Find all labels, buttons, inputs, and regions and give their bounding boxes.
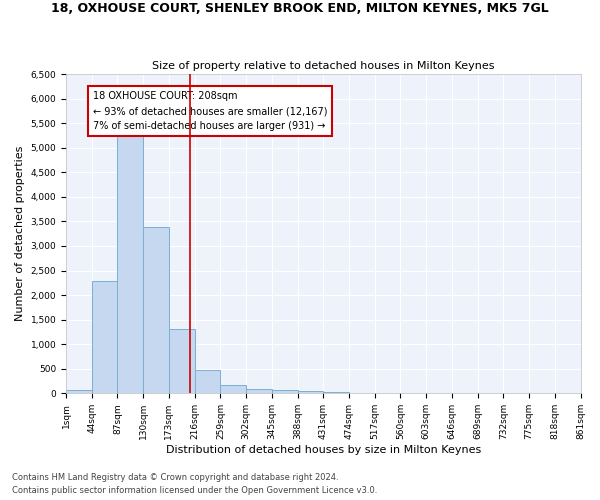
Bar bbox=[298, 392, 323, 394]
Title: Size of property relative to detached houses in Milton Keynes: Size of property relative to detached ho… bbox=[152, 60, 494, 70]
Text: 18, OXHOUSE COURT, SHENLEY BROOK END, MILTON KEYNES, MK5 7GL: 18, OXHOUSE COURT, SHENLEY BROOK END, MI… bbox=[51, 2, 549, 16]
Text: 18 OXHOUSE COURT: 208sqm
← 93% of detached houses are smaller (12,167)
7% of sem: 18 OXHOUSE COURT: 208sqm ← 93% of detach… bbox=[93, 91, 328, 131]
Bar bbox=[246, 389, 272, 394]
Y-axis label: Number of detached properties: Number of detached properties bbox=[15, 146, 25, 322]
Bar bbox=[169, 328, 194, 394]
Bar bbox=[66, 390, 92, 394]
Bar bbox=[323, 392, 349, 394]
Bar bbox=[118, 127, 143, 394]
Bar bbox=[220, 386, 246, 394]
Bar bbox=[143, 228, 169, 394]
Text: Contains HM Land Registry data © Crown copyright and database right 2024.
Contai: Contains HM Land Registry data © Crown c… bbox=[12, 474, 377, 495]
Bar bbox=[92, 282, 118, 394]
X-axis label: Distribution of detached houses by size in Milton Keynes: Distribution of detached houses by size … bbox=[166, 445, 481, 455]
Bar bbox=[194, 370, 220, 394]
Bar bbox=[272, 390, 298, 394]
